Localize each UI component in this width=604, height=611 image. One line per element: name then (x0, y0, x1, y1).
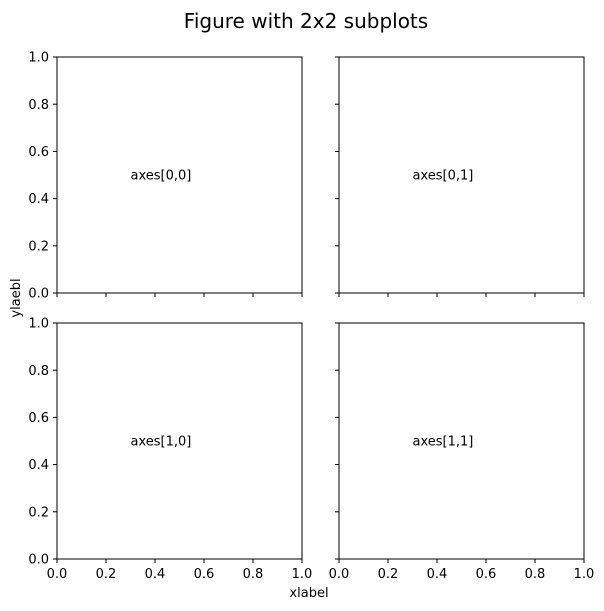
y-tick-label: 0.2 (28, 505, 49, 520)
y-tick-label: 1.0 (28, 51, 49, 66)
x-tick-label: 0.2 (96, 567, 117, 582)
subplot-annotation: axes[0,1] (413, 169, 474, 184)
x-tick-label: 0.4 (145, 567, 166, 582)
axes-frame (338, 56, 585, 294)
subplot-annotation: axes[1,0] (131, 435, 192, 450)
y-tick-label: 0.2 (28, 239, 49, 254)
x-tick-label: 1.0 (292, 567, 313, 582)
y-tick-label: 0.8 (28, 364, 49, 379)
x-tick-label: 0.8 (525, 567, 546, 582)
y-tick-label: 0.4 (28, 458, 49, 473)
figure-ylabel: ylaebl (9, 278, 24, 317)
x-tick-label: 0.2 (378, 567, 399, 582)
figure-title: Figure with 2x2 subplots (184, 9, 428, 33)
x-tick-label: 0.0 (47, 567, 68, 582)
y-tick-label: 1.0 (28, 317, 49, 332)
x-tick-label: 0.6 (476, 567, 497, 582)
y-tick-label: 0.6 (28, 411, 49, 426)
y-tick-label: 0.8 (28, 98, 49, 113)
figure-xlabel: xlabel (289, 586, 328, 601)
x-tick-label: 0.4 (427, 567, 448, 582)
subplot-0-1: axes[0,1] (335, 56, 585, 297)
subplot-0-0: 0.0 0.2 0.4 0.6 0.8 1.0 axes[0,0] (28, 51, 303, 302)
subplot-1-0: 0.0 0.2 0.4 0.6 0.8 1.0 0.0 0.2 0.4 0.6 0.8 1.0 axes… (28, 317, 312, 582)
x-tick-label: 0.0 (329, 567, 350, 582)
x-tick-label: 1.0 (574, 567, 595, 582)
axes-frame (338, 322, 585, 560)
y-tick-label: 0.0 (28, 553, 49, 568)
y-tick-label: 0.0 (28, 287, 49, 302)
subplot-1-1: 0.0 0.2 0.4 0.6 0.8 1.0 axes[1,1] (329, 322, 595, 582)
subplot-annotation: axes[0,0] (131, 169, 192, 184)
y-tick-label: 0.6 (28, 145, 49, 160)
x-tick-label: 0.8 (243, 567, 264, 582)
y-tick-label: 0.4 (28, 192, 49, 207)
axes-frame (56, 56, 303, 294)
x-tick-label: 0.6 (194, 567, 215, 582)
subplot-annotation: axes[1,1] (413, 435, 474, 450)
axes-frame (56, 322, 303, 560)
